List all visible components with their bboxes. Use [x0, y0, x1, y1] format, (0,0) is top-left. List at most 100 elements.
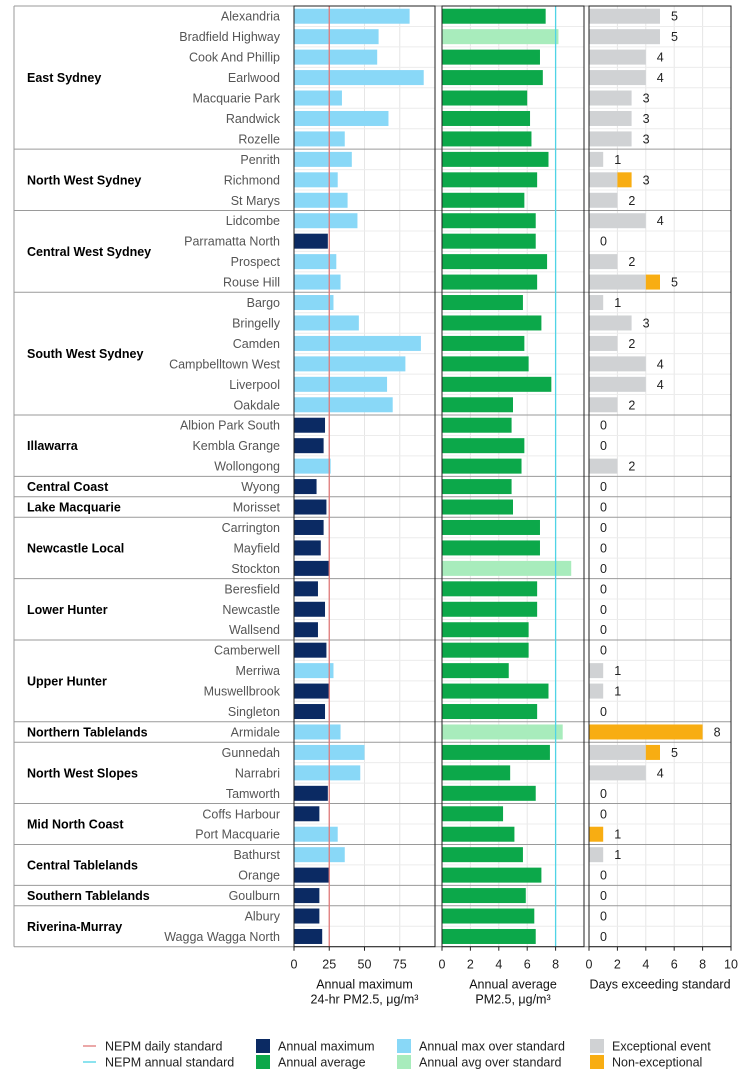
- station-label: Beresfield: [224, 582, 280, 596]
- station-label: Richmond: [224, 173, 280, 187]
- days-total-label: 0: [600, 521, 607, 535]
- exceptional-bar: [589, 458, 618, 474]
- annual-avg-bar: [442, 110, 531, 126]
- station-label: Wagga Wagga North: [164, 930, 280, 944]
- station-label: Carrington: [222, 521, 280, 535]
- station-label: Armidale: [231, 725, 280, 739]
- annual-avg-bar: [442, 519, 540, 535]
- annual-avg-bar: [442, 49, 540, 65]
- exceptional-bar: [589, 295, 604, 311]
- station-label: Prospect: [231, 255, 281, 269]
- annual-avg-bar: [442, 70, 543, 86]
- x-tick-label: 25: [322, 958, 336, 972]
- days-total-label: 4: [657, 51, 664, 65]
- legend-box-swatch: [590, 1039, 604, 1053]
- days-total-label: 0: [600, 644, 607, 658]
- region-label: Central Tablelands: [27, 858, 138, 872]
- annual-max-bar: [294, 581, 318, 597]
- x-tick-label: 0: [439, 958, 446, 972]
- days-total-label: 0: [600, 807, 607, 821]
- annual-max-over-bar: [294, 376, 388, 392]
- region-label: Upper Hunter: [27, 674, 107, 688]
- station-label: Narrabri: [235, 766, 280, 780]
- exceptional-bar: [589, 683, 604, 699]
- exceptional-bar: [589, 663, 604, 679]
- days-total-label: 3: [643, 316, 650, 330]
- days-total-label: 0: [600, 910, 607, 924]
- annual-avg-bar: [442, 376, 552, 392]
- x-tick-label: 0: [291, 958, 298, 972]
- station-label: Bathurst: [233, 848, 280, 862]
- annual-avg-bar: [442, 867, 542, 883]
- days-total-label: 0: [600, 582, 607, 596]
- days-total-label: 0: [600, 930, 607, 944]
- station-label: Kembla Grange: [192, 439, 280, 453]
- annual-avg-bar: [442, 806, 504, 822]
- non-exceptional-bar: [617, 172, 632, 188]
- annual-avg-bar: [442, 151, 549, 167]
- annual-max-bar: [294, 560, 330, 576]
- exceptional-bar: [589, 151, 604, 167]
- annual-max-over-bar: [294, 29, 379, 45]
- annual-max-over-bar: [294, 847, 345, 863]
- region-label: Mid North Coast: [27, 818, 124, 832]
- annual-avg-bar: [442, 479, 512, 495]
- region-label: Illawarra: [27, 439, 79, 453]
- legend-box-swatch: [590, 1055, 604, 1069]
- annual-max-bar: [294, 601, 326, 617]
- annual-max-bar: [294, 867, 330, 883]
- annual-avg-bar: [442, 540, 540, 556]
- station-label: Penrith: [240, 153, 280, 167]
- x-tick-label: 75: [393, 958, 407, 972]
- annual-avg-bar: [442, 274, 538, 290]
- annual-avg-bar: [442, 704, 538, 720]
- annual-avg-bar: [442, 765, 511, 781]
- days-total-label: 4: [657, 766, 664, 780]
- annual-avg-bar: [442, 172, 538, 188]
- annual-avg-bar: [442, 295, 523, 311]
- days-total-label: 0: [600, 603, 607, 617]
- annual-avg-bar: [442, 8, 546, 24]
- annual-avg-bar: [442, 744, 550, 760]
- annual-avg-bar: [442, 785, 536, 801]
- exceptional-bar: [589, 335, 618, 351]
- region-label: Northern Tablelands: [27, 725, 148, 739]
- x-tick-label: 50: [358, 958, 372, 972]
- station-label: Morisset: [233, 501, 281, 515]
- days-total-label: 0: [600, 480, 607, 494]
- annual-max-bar: [294, 233, 328, 249]
- annual-avg-bar: [442, 642, 529, 658]
- annual-max-bar: [294, 438, 324, 454]
- annual-avg-bar: [442, 622, 529, 638]
- annual-max-over-bar: [294, 274, 341, 290]
- annual-avg-bar: [442, 928, 536, 944]
- annual-max-over-bar: [294, 397, 393, 413]
- exceptional-bar: [589, 397, 618, 413]
- station-label: Mayfield: [233, 541, 280, 555]
- annual-max-over-bar: [294, 70, 424, 86]
- station-label: Newcastle: [222, 603, 280, 617]
- annual-max-over-bar: [294, 254, 337, 270]
- days-total-label: 0: [600, 439, 607, 453]
- annual-avg-bar: [442, 213, 536, 229]
- legend-label: Annual average: [278, 1056, 366, 1070]
- annual-max-bar: [294, 785, 328, 801]
- annual-avg-bar: [442, 417, 512, 433]
- station-label: Earlwood: [228, 71, 280, 85]
- annual-avg-bar: [442, 438, 525, 454]
- annual-max-bar: [294, 417, 326, 433]
- legend-box-swatch: [256, 1039, 270, 1053]
- station-label: Macquarie Park: [192, 92, 280, 106]
- x-tick-label: 10: [724, 958, 738, 972]
- station-label: Bradfield Highway: [179, 30, 280, 44]
- days-total-label: 1: [614, 848, 621, 862]
- x-axis-label: 24-hr PM2.5, μg/m³: [311, 993, 419, 1007]
- exceptional-bar: [589, 847, 604, 863]
- station-label: Orange: [238, 869, 280, 883]
- station-label: Port Macquarie: [195, 828, 280, 842]
- days-total-label: 0: [600, 235, 607, 249]
- annual-avg-bar: [442, 826, 515, 842]
- exceptional-bar: [589, 110, 632, 126]
- x-axis-label: Days exceeding standard: [589, 978, 730, 992]
- days-total-label: 8: [714, 725, 721, 739]
